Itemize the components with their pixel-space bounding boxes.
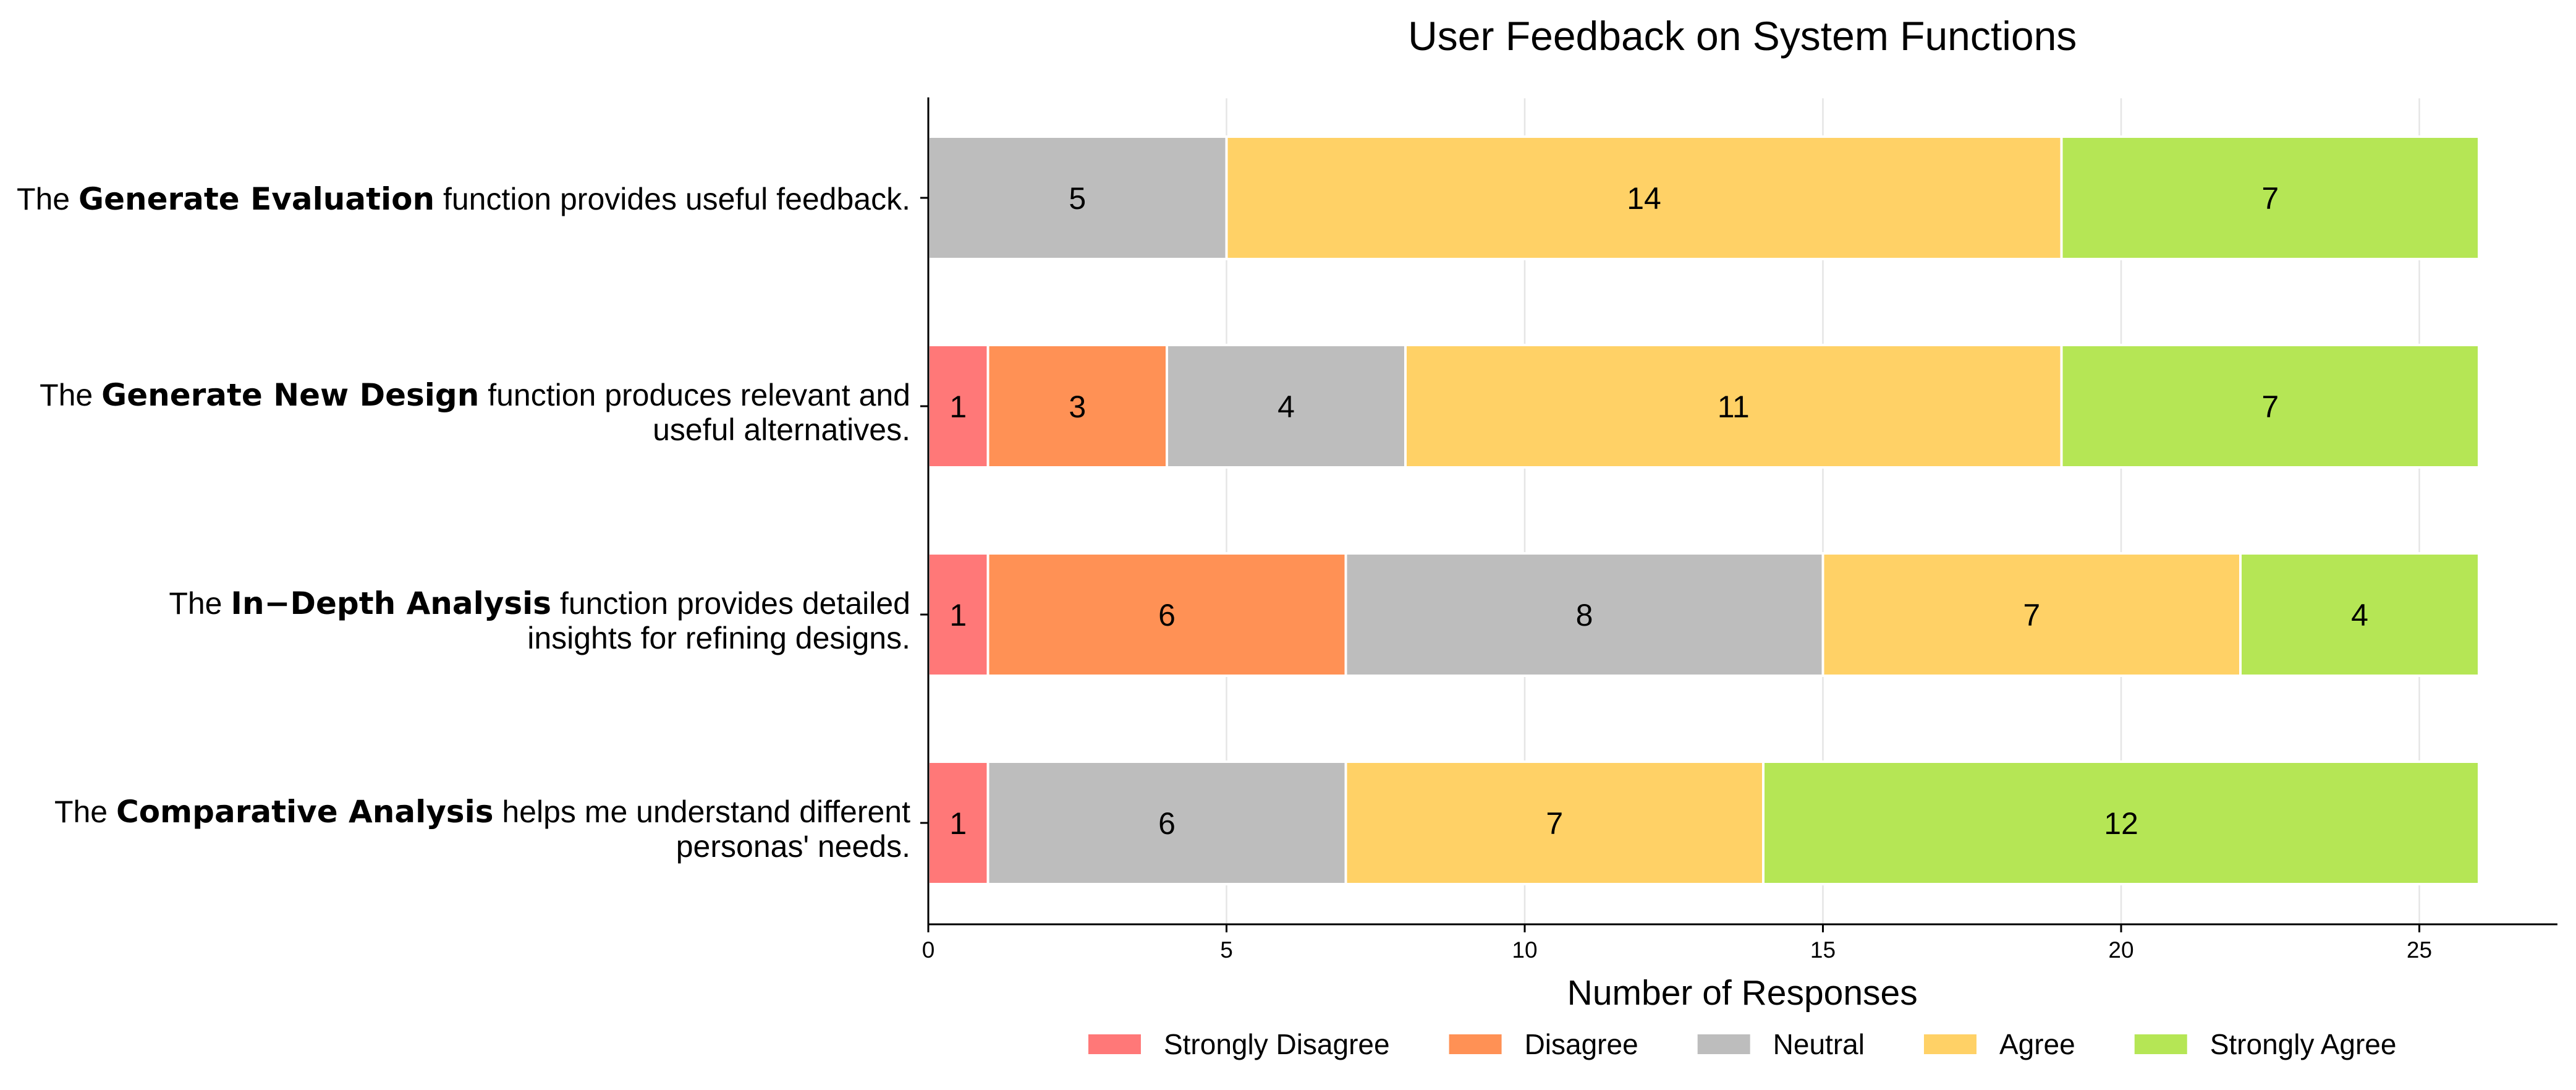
bar-segment-strongly-agree <box>2060 135 2480 260</box>
category-label-tail: function provides useful feedback. <box>443 182 910 216</box>
category-label-tail: helps me understand different <box>502 794 910 829</box>
x-tick-label: 25 <box>2407 937 2432 963</box>
value-label-strongly-agree: 12 <box>2104 806 2138 841</box>
value-label-neutral: 5 <box>1069 181 1086 216</box>
value-label-agree: 11 <box>1718 390 1750 424</box>
category-label-line-2: personas' needs. <box>676 829 910 864</box>
x-tick-label: 5 <box>1220 937 1233 963</box>
value-label-strongly-agree: 7 <box>2261 390 2279 424</box>
bar-segment-strongly-disagree <box>927 552 989 677</box>
legend-swatch <box>2134 1034 2187 1054</box>
legend-item-strongly-disagree: Strongly Disagree <box>1088 1028 1390 1060</box>
legend-swatch <box>1088 1034 1141 1054</box>
category-label-lead: The <box>169 586 222 621</box>
legend-item-neutral: Neutral <box>1697 1028 1865 1060</box>
legend: Strongly Disagree Disagree Neutral Agree Str… <box>1088 1028 2397 1060</box>
category-label-line-1: The Comparative Analysis helps me unders… <box>54 794 910 830</box>
category-label-lead: The <box>54 794 108 829</box>
category-label-line-1: The Generate Evaluation function provide… <box>17 181 910 217</box>
x-tick-label: 10 <box>1512 937 1537 963</box>
category-label-lead: The <box>40 378 93 412</box>
category-label-tail: function produces relevant and <box>488 378 910 412</box>
x-axis-label: Number of Responses <box>1567 973 1918 1013</box>
value-label-agree: 7 <box>1546 806 1563 841</box>
legend-item-agree: Agree <box>1923 1028 2075 1060</box>
category-label-line-1: The In−Depth Analysis function provides … <box>169 585 910 621</box>
segment-value-labels: 5 14 7 1 3 4 11 7 1 6 8 7 4 1 6 7 12 <box>949 181 2368 841</box>
y-axis-category-labels: The Generate Evaluation function provide… <box>17 181 910 864</box>
bar-row-4 <box>927 760 2480 885</box>
value-label-strongly-disagree: 1 <box>949 806 967 841</box>
bar-segment-neutral <box>986 760 1347 885</box>
bar-segment-agree <box>1225 135 2063 260</box>
category-label-emphasis: Comparative Analysis <box>116 794 493 830</box>
axes: 0 5 10 15 20 25 <box>920 97 2557 963</box>
value-label-disagree: 6 <box>1158 598 1176 632</box>
bar-segment-agree <box>1404 344 2063 469</box>
legend-swatch <box>1923 1034 1976 1054</box>
legend-swatch <box>1697 1034 1750 1054</box>
value-label-disagree: 3 <box>1069 390 1086 424</box>
legend-label: Agree <box>1999 1028 2075 1060</box>
chart-title: User Feedback on System Functions <box>1408 13 2077 59</box>
category-label-emphasis: Generate New Design <box>101 377 479 413</box>
bar-segment-agree <box>1821 552 2242 677</box>
value-label-neutral: 4 <box>1277 390 1295 424</box>
bar-row-2 <box>927 344 2480 469</box>
legend-swatch <box>1449 1034 1502 1054</box>
bar-segment-strongly-agree <box>2060 344 2480 469</box>
bar-segment-neutral <box>1166 344 1407 469</box>
bar-segment-agree <box>1344 760 1765 885</box>
stacked-bars <box>927 135 2480 885</box>
x-tick-label: 20 <box>2108 937 2133 963</box>
x-tick-label: 15 <box>1810 937 1836 963</box>
legend-label: Neutral <box>1773 1028 1865 1060</box>
x-tick-label: 0 <box>922 937 935 963</box>
bar-row-3 <box>927 552 2480 677</box>
value-label-strongly-disagree: 1 <box>949 390 967 424</box>
value-label-strongly-agree: 4 <box>2351 598 2368 632</box>
value-label-neutral: 8 <box>1576 598 1593 632</box>
legend-label: Disagree <box>1525 1028 1638 1060</box>
legend-item-disagree: Disagree <box>1449 1028 1638 1060</box>
bar-segment-strongly-disagree <box>927 760 989 885</box>
category-label-emphasis: In−Depth Analysis <box>231 585 551 621</box>
legend-label: Strongly Disagree <box>1164 1028 1390 1060</box>
category-label-line-2: useful alternatives. <box>653 412 910 447</box>
category-label-lead: The <box>17 182 70 216</box>
category-label-line-2: insights for refining designs. <box>527 621 910 655</box>
value-label-strongly-agree: 7 <box>2261 181 2279 216</box>
value-label-neutral: 6 <box>1158 806 1176 841</box>
category-label-tail: function provides detailed <box>560 586 910 621</box>
bar-row-1 <box>927 135 2480 260</box>
value-label-agree: 14 <box>1627 181 1661 216</box>
legend-item-strongly-agree: Strongly Agree <box>2134 1028 2397 1060</box>
legend-label: Strongly Agree <box>2210 1028 2397 1060</box>
category-label-emphasis: Generate Evaluation <box>78 181 434 217</box>
category-label-line-1: The Generate New Design function produce… <box>40 377 910 413</box>
bar-segment-strongly-agree <box>1762 760 2480 885</box>
value-label-strongly-disagree: 1 <box>949 598 967 632</box>
value-label-agree: 7 <box>2023 598 2040 632</box>
bar-segment-strongly-agree <box>2239 552 2480 677</box>
bar-segment-neutral <box>1344 552 1824 677</box>
